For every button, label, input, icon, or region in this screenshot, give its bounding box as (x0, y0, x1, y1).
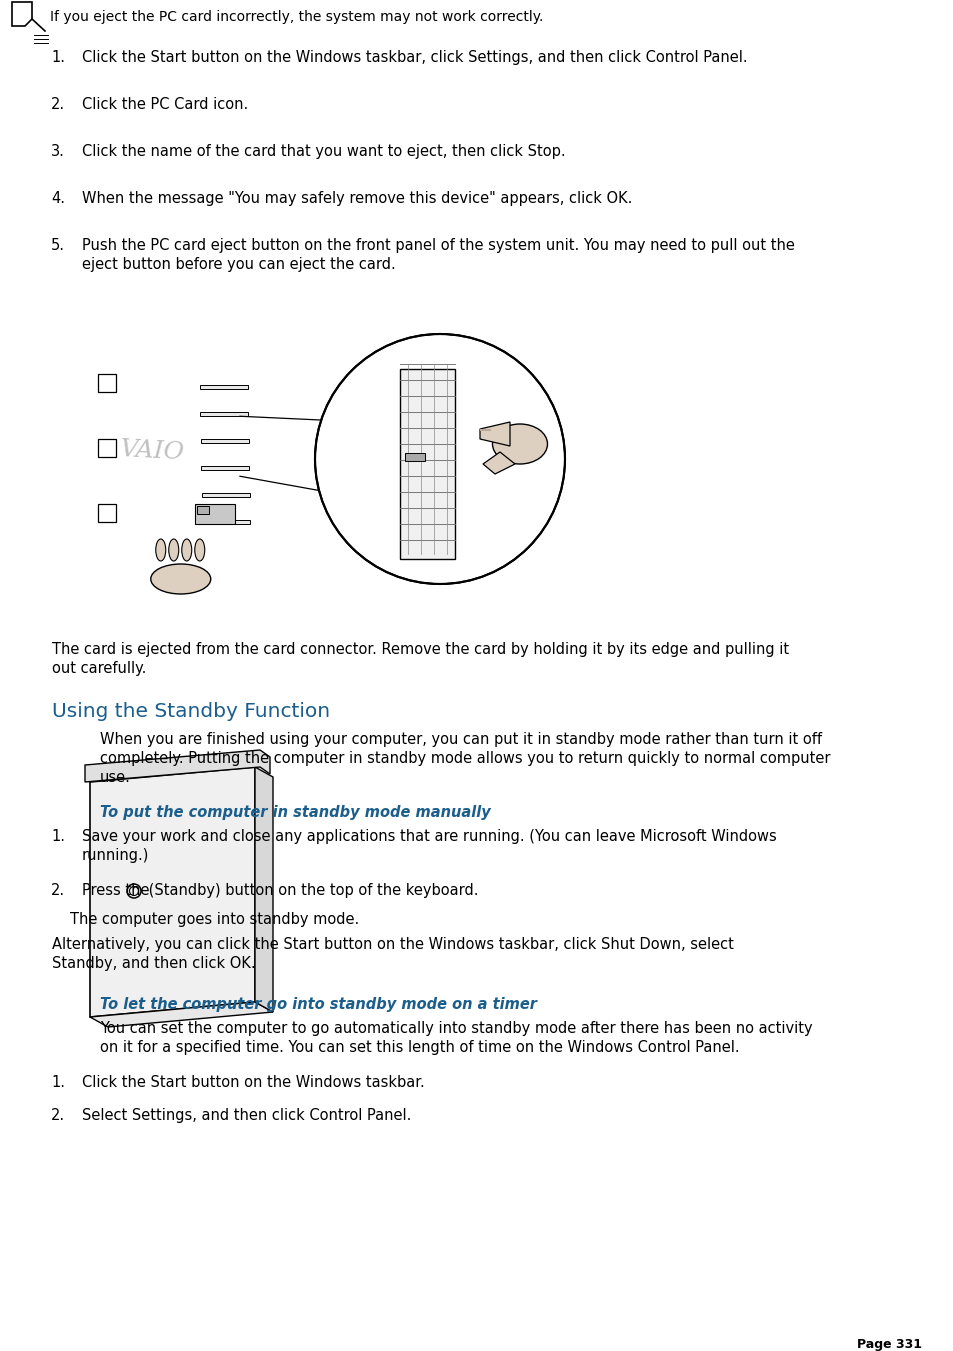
Text: Click the Start button on the Windows taskbar.: Click the Start button on the Windows ta… (82, 1075, 424, 1090)
Text: 2.: 2. (51, 884, 65, 898)
Text: (Standby) button on the top of the keyboard.: (Standby) button on the top of the keybo… (144, 884, 478, 898)
Bar (405, 453, 424, 461)
Text: 1.: 1. (51, 50, 65, 65)
Ellipse shape (169, 539, 178, 561)
Text: 2.: 2. (51, 1108, 65, 1123)
Text: VAIO: VAIO (120, 438, 186, 465)
Bar (98, 504, 116, 521)
Polygon shape (90, 767, 254, 1017)
Polygon shape (254, 767, 273, 1012)
Bar (200, 412, 248, 416)
Text: 3.: 3. (51, 145, 65, 159)
Ellipse shape (492, 424, 547, 463)
Text: Click the Start button on the Windows taskbar, click Settings, and then click Co: Click the Start button on the Windows ta… (82, 50, 747, 65)
Text: The computer goes into standby mode.: The computer goes into standby mode. (70, 912, 359, 927)
Text: use.: use. (100, 770, 131, 785)
Text: completely. Putting the computer in standby mode allows you to return quickly to: completely. Putting the computer in stan… (100, 751, 830, 766)
Text: 2.: 2. (51, 97, 65, 112)
Text: 5.: 5. (51, 238, 65, 253)
Text: Press the: Press the (82, 884, 154, 898)
Ellipse shape (151, 563, 211, 594)
Bar (399, 369, 455, 559)
Text: Select Settings, and then click Control Panel.: Select Settings, and then click Control … (82, 1108, 411, 1123)
Bar (200, 385, 248, 389)
Text: 1.: 1. (51, 1075, 65, 1090)
Ellipse shape (182, 539, 192, 561)
Bar (201, 466, 250, 470)
Bar (98, 439, 116, 457)
Polygon shape (85, 750, 270, 782)
Text: When you are finished using your computer, you can put it in standby mode rather: When you are finished using your compute… (100, 732, 821, 747)
Polygon shape (90, 1002, 273, 1027)
Bar (201, 439, 249, 443)
Text: on it for a specified time. You can set this length of time on the Windows Contr: on it for a specified time. You can set … (100, 1040, 739, 1055)
Text: Click the name of the card that you want to eject, then click Stop.: Click the name of the card that you want… (82, 145, 565, 159)
Polygon shape (482, 453, 515, 474)
Text: If you eject the PC card incorrectly, the system may not work correctly.: If you eject the PC card incorrectly, th… (50, 9, 543, 24)
Text: Page 331: Page 331 (856, 1337, 921, 1351)
Text: Save your work and close any applications that are running. (You can leave Micro: Save your work and close any application… (82, 830, 776, 844)
Circle shape (314, 334, 564, 584)
Text: You can set the computer to go automatically into standby mode after there has b: You can set the computer to go automatic… (100, 1021, 812, 1036)
Bar (98, 374, 116, 392)
Bar (196, 507, 209, 513)
Text: out carefully.: out carefully. (52, 661, 146, 676)
Text: 1.: 1. (51, 830, 65, 844)
Text: The card is ejected from the card connector. Remove the card by holding it by it: The card is ejected from the card connec… (52, 642, 788, 657)
Bar (194, 504, 234, 524)
Text: running.): running.) (82, 848, 150, 863)
Text: Standby, and then click OK.: Standby, and then click OK. (52, 957, 255, 971)
Ellipse shape (194, 539, 205, 561)
Bar (202, 520, 251, 524)
Ellipse shape (155, 539, 166, 561)
Polygon shape (12, 1, 32, 26)
Text: Using the Standby Function: Using the Standby Function (52, 703, 330, 721)
Text: Alternatively, you can click the Start button on the Windows taskbar, click Shut: Alternatively, you can click the Start b… (52, 938, 733, 952)
Text: Push the PC card eject button on the front panel of the system unit. You may nee: Push the PC card eject button on the fro… (82, 238, 794, 253)
Text: To put the computer in standby mode manually: To put the computer in standby mode manu… (100, 805, 490, 820)
Text: eject button before you can eject the card.: eject button before you can eject the ca… (82, 257, 395, 272)
Text: 4.: 4. (51, 190, 65, 205)
Text: When the message "You may safely remove this device" appears, click OK.: When the message "You may safely remove … (82, 190, 632, 205)
Text: To let the computer go into standby mode on a timer: To let the computer go into standby mode… (100, 997, 537, 1012)
Bar (202, 493, 250, 497)
Polygon shape (479, 422, 510, 446)
Text: Click the PC Card icon.: Click the PC Card icon. (82, 97, 248, 112)
